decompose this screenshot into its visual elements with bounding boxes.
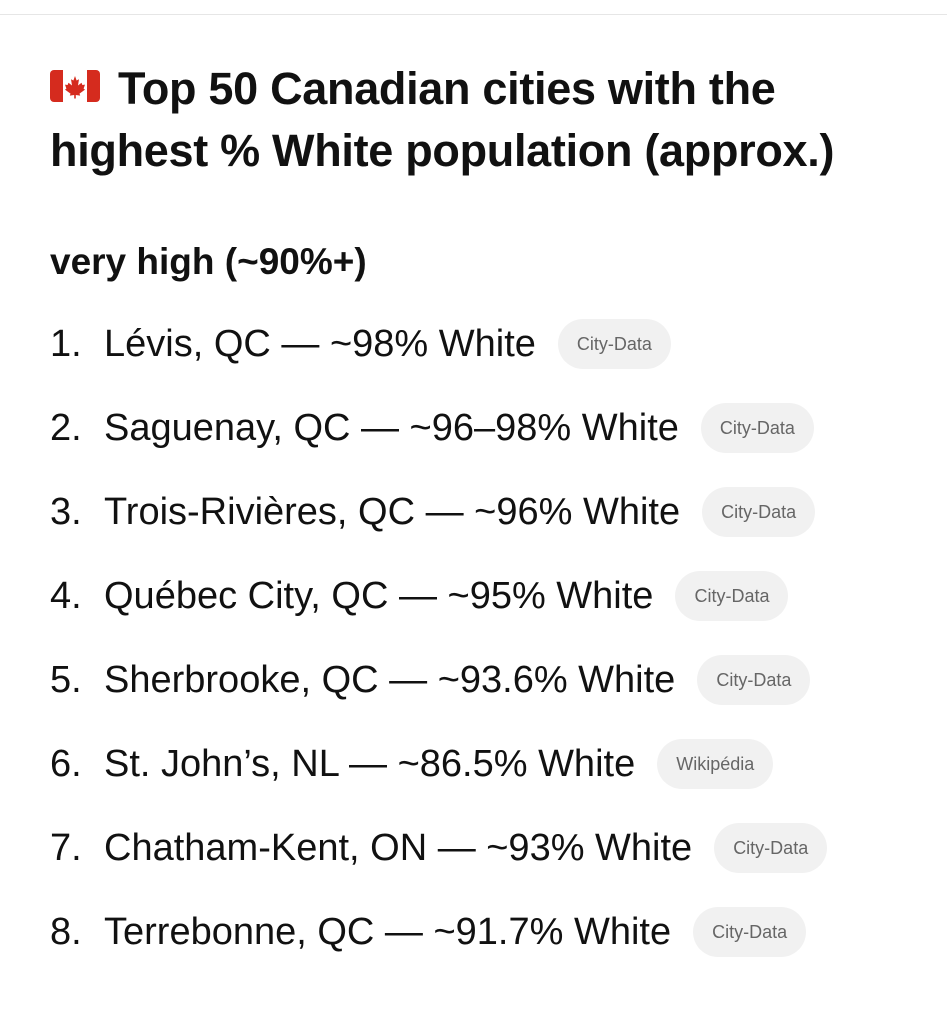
list-item: 3. Trois-Rivières, QC — ~96% White City-…	[50, 486, 816, 538]
list-item-number: 7.	[50, 826, 82, 869]
list-item-text: Québec City, QC — ~95% White	[104, 574, 654, 617]
list-item: 4. Québec City, QC — ~95% White City-Dat…	[50, 570, 789, 622]
source-citation-button[interactable]: City-Data	[697, 655, 811, 705]
canada-flag-icon	[50, 70, 100, 103]
list-item-text: Lévis, QC — ~98% White	[104, 322, 536, 365]
source-citation-button[interactable]: Wikipédia	[657, 739, 774, 789]
list-item: 8. Terrebonne, QC — ~91.7% White City-Da…	[50, 906, 807, 958]
list-item: 5. Sherbrooke, QC — ~93.6% White City-Da…	[50, 654, 811, 706]
source-citation-button[interactable]: City-Data	[702, 487, 816, 537]
list-item: 2. Saguenay, QC — ~96–98% White City-Dat…	[50, 402, 814, 454]
list-item-number: 5.	[50, 658, 82, 701]
list-item-number: 6.	[50, 742, 82, 785]
list-item-text: Saguenay, QC — ~96–98% White	[104, 406, 679, 449]
section-heading: very high (~90%+)	[50, 241, 367, 282]
top-divider	[0, 14, 947, 15]
source-citation-button[interactable]: City-Data	[557, 319, 671, 369]
list-item-text: Sherbrooke, QC — ~93.6% White	[104, 658, 676, 701]
list-item: 1. Lévis, QC — ~98% White City-Data	[50, 318, 671, 370]
source-citation-button[interactable]: City-Data	[675, 571, 789, 621]
source-citation-button[interactable]: City-Data	[714, 823, 828, 873]
source-citation-button[interactable]: City-Data	[693, 907, 807, 957]
list-item-number: 2.	[50, 406, 82, 449]
list-item-number: 1.	[50, 322, 82, 365]
source-citation-button[interactable]: City-Data	[700, 403, 814, 453]
list-item: 7. Chatham-Kent, ON — ~93% White City-Da…	[50, 822, 828, 874]
list-item-number: 3.	[50, 490, 82, 533]
list-item: 6. St. John’s, NL — ~86.5% White Wikipéd…	[50, 738, 774, 790]
page-title-text: Top 50 Canadian cities with the highest …	[50, 63, 835, 176]
list-item-text: Terrebonne, QC — ~91.7% White	[104, 910, 672, 953]
list-item-text: St. John’s, NL — ~86.5% White	[104, 742, 636, 785]
page-title: Top 50 Canadian cities with the highest …	[50, 58, 910, 182]
list-item-text: Chatham-Kent, ON — ~93% White	[104, 826, 693, 869]
list-item-text: Trois-Rivières, QC — ~96% White	[104, 490, 681, 533]
list-item-number: 4.	[50, 574, 82, 617]
list-item-number: 8.	[50, 910, 82, 953]
